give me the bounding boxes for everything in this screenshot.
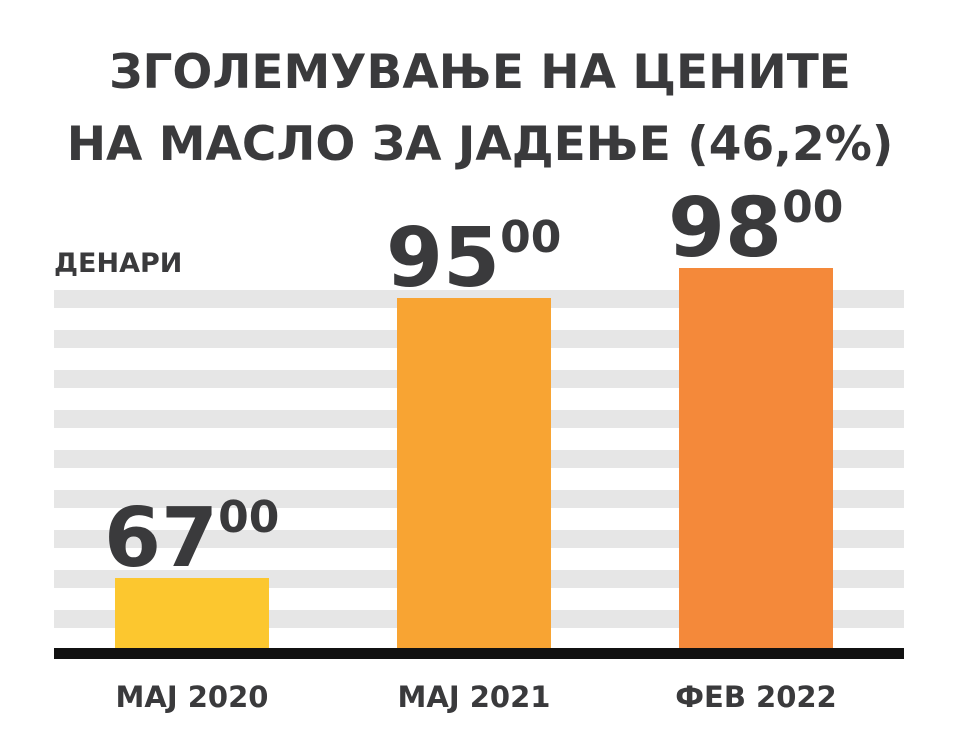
category-label-0: МАЈ 2020 bbox=[116, 680, 269, 714]
baseline bbox=[54, 648, 904, 659]
category-label-2: ФЕВ 2022 bbox=[675, 680, 836, 714]
category-label-1: МАЈ 2021 bbox=[398, 680, 551, 714]
bar-1 bbox=[397, 298, 551, 648]
bar-2 bbox=[679, 268, 833, 648]
value-label-0: 6700 bbox=[104, 491, 279, 586]
bar-0 bbox=[115, 578, 269, 648]
bars bbox=[115, 268, 833, 648]
value-label-1: 9500 bbox=[386, 211, 561, 306]
chart-title-line-2: НА МАСЛО ЗА ЈАДЕЊЕ (46,2%) bbox=[67, 117, 894, 172]
category-labels: МАЈ 2020 МАЈ 2021 ФЕВ 2022 bbox=[116, 680, 837, 714]
value-label-2: 9800 bbox=[668, 181, 843, 276]
y-axis-label: ДЕНАРИ bbox=[54, 248, 182, 279]
value-labels: 6700 9500 9800 bbox=[104, 181, 843, 586]
chart-title-line-1: ЗГОЛЕМУВАЊЕ НА ЦЕНИТЕ bbox=[109, 45, 851, 100]
